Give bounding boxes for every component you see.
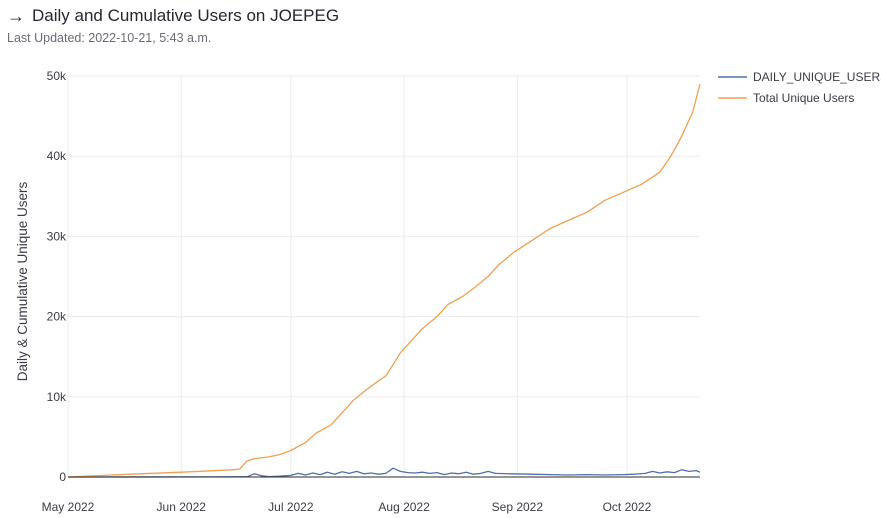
last-updated-text: Last Updated: 2022-10-21, 5:43 a.m. [7, 31, 212, 45]
y-axis-title: Daily & Cumulative Unique Users [15, 181, 30, 381]
x-tick-label: Sep 2022 [492, 500, 544, 514]
total-unique-users-line [67, 83, 701, 478]
y-tick-label: 0 [59, 470, 66, 484]
x-tick-label: Jul 2022 [268, 500, 314, 514]
x-tick-label: Oct 2022 [603, 500, 652, 514]
y-tick-label: 40k [47, 149, 67, 163]
daily-unique-users-line [67, 467, 701, 478]
grid-lines [67, 75, 700, 477]
legend[interactable]: DAILY_UNIQUE_USERS Total Unique Users [718, 70, 881, 105]
legend-label: Total Unique Users [753, 91, 854, 105]
y-tick-label: 50k [47, 69, 67, 83]
x-axis: May 2022 Jun 2022 Jul 2022 Aug 2022 Sep 2022… [42, 476, 700, 514]
page-title: Daily and Cumulative Users on JOEPEG [32, 6, 340, 25]
y-tick-label: 30k [47, 229, 67, 243]
title-row: → Daily and Cumulative Users on JOEPEG [7, 6, 339, 26]
y-tick-label: 20k [47, 310, 67, 324]
y-tick-label: 10k [47, 390, 67, 404]
chart-header: → Daily and Cumulative Users on JOEPEG L… [7, 6, 339, 45]
x-tick-label: May 2022 [42, 500, 95, 514]
x-tick-label: Aug 2022 [378, 500, 430, 514]
series-group [67, 83, 701, 478]
legend-item[interactable]: Total Unique Users [718, 91, 854, 105]
legend-item[interactable]: DAILY_UNIQUE_USERS [718, 70, 881, 84]
arrow-right-icon: → [7, 6, 25, 26]
x-tick-label: Jun 2022 [157, 500, 207, 514]
legend-label: DAILY_UNIQUE_USERS [753, 70, 881, 84]
y-axis: 0 10k 20k 30k 40k 50k [47, 69, 67, 484]
